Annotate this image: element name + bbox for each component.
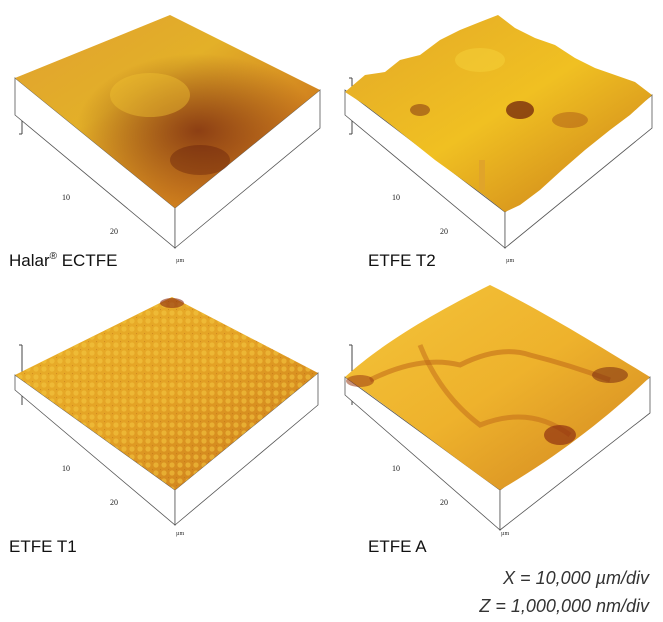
surface-etfe-a (345, 285, 650, 490)
afm-surface-etfe-t2: 10 20 µm (344, 15, 653, 264)
panel-label-etfe-a: ETFE A (368, 537, 427, 556)
afm-panel-etfe-a: 10 20 µm ETFE A (330, 285, 663, 556)
tick-10: 10 (62, 193, 70, 202)
panel-label-halar: Halar® ECTFE (9, 251, 118, 270)
afm-surface-etfe-t1: 10 20 µm (14, 297, 319, 537)
tick-10: 10 (62, 464, 70, 473)
panel-label-etfe-t2: ETFE T2 (368, 251, 436, 270)
tick-20: 20 (110, 498, 118, 507)
tick-20: 20 (440, 227, 448, 236)
afm-panel-etfe-t1: 10 20 µm ETFE T1 (0, 285, 330, 556)
surface-etfe-t2 (345, 15, 652, 212)
afm-surface-etfe-a: 10 20 µm (344, 285, 651, 537)
tick-10: 10 (392, 464, 400, 473)
tick-unit: µm (506, 258, 514, 264)
afm-panel-halar-ectfe: 10 20 µm Halar® ECTFE (0, 0, 330, 290)
scale-x-label: X = 10,000 µm/div (503, 568, 649, 588)
tick-20: 20 (440, 498, 448, 507)
tick-20: 20 (110, 227, 118, 236)
tick-unit: µm (501, 531, 509, 537)
afm-panel-etfe-t2: 10 20 µm ETFE T2 (330, 0, 663, 290)
tick-10: 10 (392, 193, 400, 202)
tick-unit: µm (176, 531, 184, 537)
tick-unit: µm (176, 258, 184, 264)
panel-label-etfe-t1: ETFE T1 (9, 537, 77, 556)
scale-z-label: Z = 1,000,000 nm/div (479, 596, 649, 616)
afm-surface-halar-ectfe: 10 20 µm (14, 15, 321, 264)
